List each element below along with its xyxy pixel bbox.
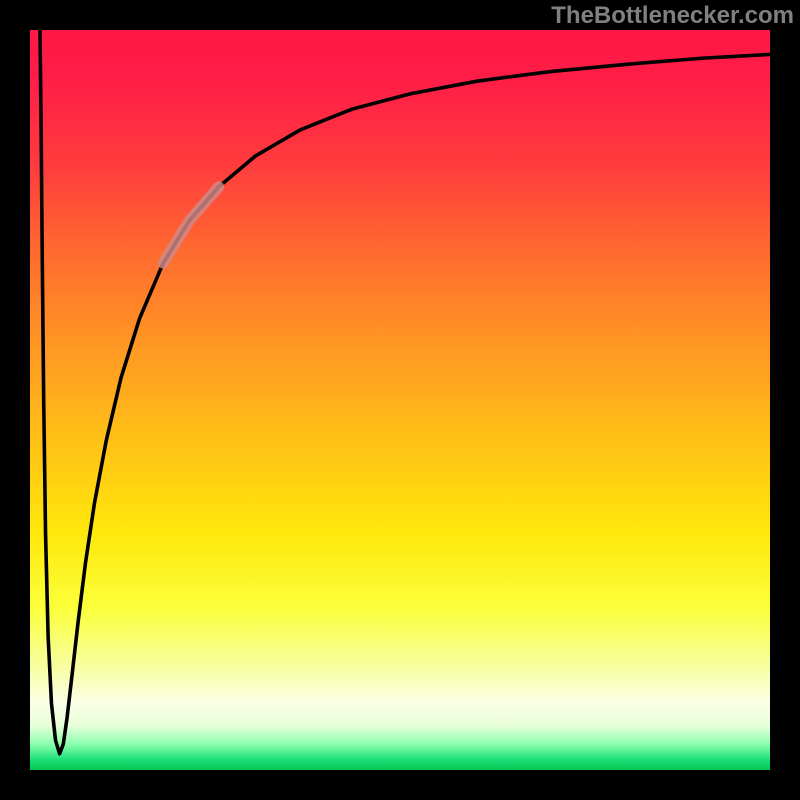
chart-container: TheBottlenecker.com: [0, 0, 800, 800]
plot-background: [30, 30, 770, 770]
watermark-text: TheBottlenecker.com: [551, 2, 794, 30]
chart-svg: [0, 0, 800, 800]
